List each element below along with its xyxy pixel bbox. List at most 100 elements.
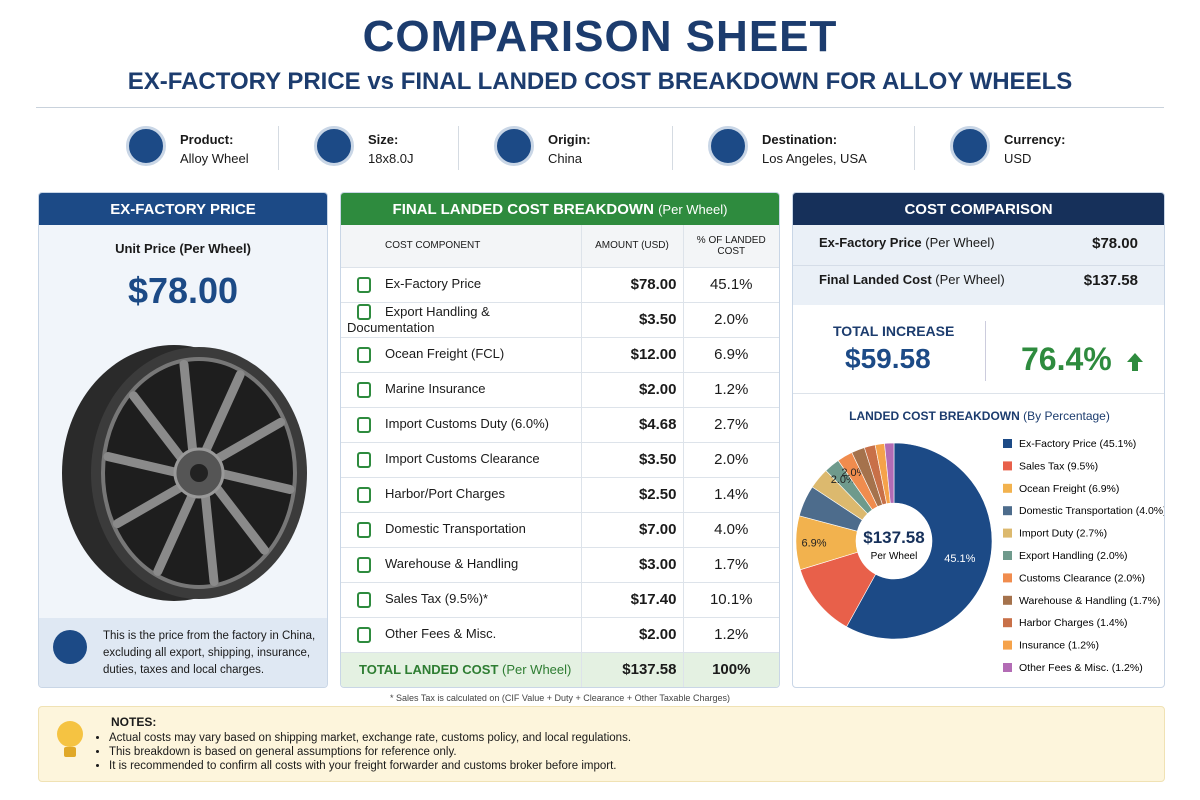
comparison-value: $137.58 <box>1083 272 1138 289</box>
percent: 45.1% <box>682 267 779 303</box>
cost-row: Marine Insurance $2.00 1.2% <box>341 372 779 408</box>
percent: 2.0% <box>682 302 779 338</box>
panel-title-suffix: (Per Wheel) <box>658 201 728 217</box>
component-cell: Other Fees & Misc. <box>341 617 581 653</box>
unit-label: Unit Price (Per Wheel) <box>115 241 251 256</box>
amount: $3.50 <box>580 302 683 338</box>
amount: $17.40 <box>580 582 683 618</box>
component: Import Customs Duty (6.0%) <box>385 416 549 432</box>
percent: 1.7% <box>682 547 779 583</box>
component-cell: Export Handling & Documentation <box>341 302 581 338</box>
spoke <box>210 417 286 465</box>
increase-label: TOTAL INCREASE <box>833 323 955 339</box>
spoke <box>103 452 184 478</box>
note-item: Actual costs may vary based on shipping … <box>109 731 631 745</box>
legend-swatch <box>1003 528 1012 538</box>
component-cell: Warehouse & Handling <box>341 547 581 583</box>
column-header: COST COMPONENT <box>341 225 581 268</box>
legend-swatch <box>1003 439 1012 448</box>
amount: $12.00 <box>580 337 683 373</box>
component-cell: Ex-Factory Price <box>341 267 581 303</box>
total-suffix: (Per Wheel) <box>502 662 572 677</box>
notes-list: Actual costs may vary based on shipping … <box>93 731 631 773</box>
component: Marine Insurance <box>385 381 486 397</box>
price: $78.00 <box>127 270 239 311</box>
panel-title: FINAL LANDED COST BREAKDOWN <box>392 200 654 218</box>
component-cell: Harbor/Port Charges <box>341 477 581 513</box>
component: Warehouse & Handling <box>385 556 519 572</box>
amount: $2.50 <box>580 477 683 513</box>
legend-swatch <box>1003 595 1012 605</box>
legend-label: Domestic Transportation (4.0%) <box>1019 505 1165 517</box>
legend-swatch <box>1003 506 1012 516</box>
comparison-name: Ex-Factory Price <box>819 235 922 250</box>
info-value: Los Angeles, USA <box>762 151 867 166</box>
chart-title-line: LANDED COST BREAKDOWN (By Percentage) <box>793 409 1164 423</box>
legend-label: Customs Clearance (2.0%) <box>1019 572 1145 584</box>
cost-row: Domestic Transportation $7.00 4.0% <box>341 512 779 548</box>
subtitle: EX-FACTORY PRICE vs FINAL LANDED COST BR… <box>127 68 1073 95</box>
bulb-icon <box>57 721 83 757</box>
component-cell: Ocean Freight (FCL) <box>341 337 581 373</box>
up-arrow <box>1127 353 1143 371</box>
legend-label: Ocean Freight (6.9%) <box>1019 483 1119 495</box>
footnote: * Sales Tax is calculated on (CIF Value … <box>390 693 730 703</box>
row-icon <box>357 416 371 433</box>
comparison-label: Final Landed Cost (Per Wheel) <box>819 272 1005 287</box>
note-box: This is the price from the factory in Ch… <box>39 618 327 687</box>
cost-row: Harbor/Port Charges $2.50 1.4% <box>341 477 779 513</box>
legend-label: Warehouse & Handling (1.7%) <box>1019 595 1160 607</box>
info-value: Alloy Wheel <box>180 151 249 166</box>
column-header: % OF LANDED COST <box>682 225 779 268</box>
cost-table: COST COMPONENT AMOUNT (USD) % OF LANDED … <box>341 225 779 687</box>
divider <box>985 321 986 381</box>
percent: 10.1% <box>682 582 779 618</box>
component: Sales Tax (9.5%)* <box>385 591 489 607</box>
info-label: Size: <box>368 132 399 147</box>
component-cell: Import Customs Clearance <box>341 442 581 478</box>
donut-hole <box>856 503 932 579</box>
amount: $3.50 <box>580 442 683 478</box>
amount: $2.00 <box>580 617 683 653</box>
component: Harbor/Port Charges <box>385 486 505 502</box>
info-label: Product: <box>180 132 234 147</box>
spoke <box>210 481 270 555</box>
info-icon <box>494 126 534 166</box>
info-label: Currency: <box>1004 132 1066 147</box>
cost-row: Export Handling & Documentation $3.50 2.0% <box>341 302 779 338</box>
row-icon <box>357 304 371 321</box>
comparison-label: Ex-Factory Price (Per Wheel) <box>819 235 995 250</box>
cost-row: Ex-Factory Price $78.00 45.1% <box>341 267 779 303</box>
legend-label: Other Fees & Misc. (1.2%) <box>1019 662 1143 674</box>
legend-swatch <box>1003 618 1012 628</box>
divider <box>36 107 1164 108</box>
notes-box: NOTES: Actual costs may vary based on sh… <box>38 706 1165 782</box>
comparison-name: Final Landed Cost <box>819 272 932 287</box>
row-icon <box>357 591 371 608</box>
amount: $7.00 <box>580 512 683 548</box>
center-value: $137.58 <box>863 528 924 547</box>
percent: 1.4% <box>682 477 779 513</box>
percent: 1.2% <box>682 617 779 653</box>
info-label: Origin: <box>548 132 591 147</box>
legend-label: Import Duty (2.7%) <box>1019 528 1107 540</box>
info-label: Destination: <box>762 132 838 147</box>
spoke <box>214 468 295 494</box>
total-text: TOTAL LANDED COST <box>359 662 499 677</box>
component: Ocean Freight (FCL) <box>385 346 505 362</box>
component: Ex-Factory Price <box>385 276 482 292</box>
comparison-value: $78.00 <box>1092 235 1138 252</box>
info-bar: Product: Alloy Wheel Size: 18x8.0J Origin: Ch… <box>0 118 1200 180</box>
percent: 6.9% <box>682 337 779 373</box>
row-icon <box>357 486 371 503</box>
legend-swatch <box>1003 640 1012 650</box>
info-icon <box>126 126 166 166</box>
legend-swatch <box>1003 573 1012 583</box>
notes-title: NOTES: <box>111 715 157 729</box>
cost-row: Warehouse & Handling $3.00 1.7% <box>341 547 779 583</box>
cost-row: Ocean Freight (FCL) $12.00 6.9% <box>341 337 779 373</box>
percent: 2.7% <box>682 407 779 443</box>
component: Export Handling & Documentation <box>347 303 490 336</box>
